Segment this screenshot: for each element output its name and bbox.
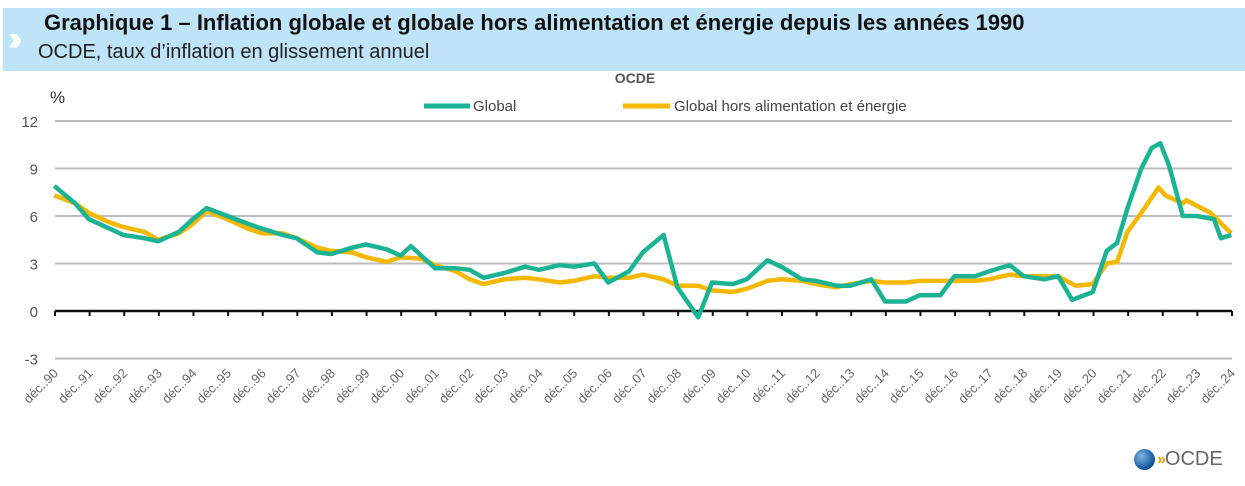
x-tick-label: déc..99 [332, 366, 373, 407]
x-tick-label: déc..18 [990, 366, 1031, 407]
x-tick-label: déc..03 [470, 366, 511, 407]
x-tick-label: déc..24 [1197, 366, 1238, 407]
x-tick-label: déc..16 [920, 366, 961, 407]
x-tick-label: déc..05 [540, 366, 581, 407]
header-banner [3, 8, 1245, 71]
x-tick-label: déc..98 [297, 366, 338, 407]
series-line-global [52, 140, 1232, 320]
x-tick-label: déc..02 [436, 366, 477, 407]
legend: Global Global hors alimentation et énerg… [424, 98, 907, 115]
logo-chevron-icon: » [1157, 450, 1166, 468]
x-tick-label: déc..15 [886, 366, 927, 407]
y-axis-unit: % [50, 88, 65, 107]
x-tick-label: déc..92 [90, 366, 131, 407]
x-tick-label: déc..90 [20, 366, 61, 407]
y-tick-label: 0 [30, 304, 38, 321]
x-tick-label: déc..21 [1093, 366, 1134, 407]
x-tick-label: déc..07 [609, 366, 650, 407]
x-tick-label: déc..93 [124, 366, 165, 407]
globe-icon [1134, 449, 1155, 470]
y-tick-label: 3 [30, 257, 38, 274]
x-tick-label: déc..01 [401, 366, 442, 407]
y-tick-label: -3 [25, 351, 38, 368]
x-tick-label: déc..10 [713, 366, 754, 407]
chart-title: OCDE [615, 70, 655, 86]
x-tick-label: déc..13 [817, 366, 858, 407]
x-tick-label: déc..09 [678, 366, 719, 407]
chart-main-title: Graphique 1 – Inflation globale et globa… [44, 10, 1025, 35]
chart-subtitle: OCDE, taux d’inflation en glissement ann… [38, 41, 430, 63]
legend-label-global: Global [473, 98, 516, 115]
x-tick-label: déc..14 [851, 366, 892, 407]
y-tick-label: 9 [30, 162, 38, 179]
x-tick-label: déc..20 [1059, 366, 1100, 407]
x-tick-label: déc..23 [1163, 366, 1204, 407]
x-tick-label: déc..04 [505, 366, 546, 407]
x-tick-label: déc..97 [263, 366, 304, 407]
x-tick-label: déc..96 [228, 366, 269, 407]
logo-text: OCDE [1164, 448, 1223, 470]
x-tick-label: déc..08 [643, 366, 684, 407]
x-tick-label: déc..95 [193, 366, 234, 407]
x-tick-label: déc..00 [367, 366, 408, 407]
x-tick-label: déc..91 [55, 366, 96, 407]
x-tick-label: déc..94 [159, 366, 200, 407]
x-tick-label: déc..11 [748, 366, 788, 406]
x-tick-label: déc..06 [574, 366, 615, 407]
x-tick-label: déc..17 [955, 366, 996, 407]
y-tick-label: 6 [30, 209, 38, 226]
x-tick-label: déc..22 [1128, 366, 1169, 407]
oecd-logo: » OCDE [1134, 448, 1223, 471]
series-line-core [53, 185, 1233, 295]
x-tick-label: déc..19 [1024, 366, 1065, 407]
x-tick-label: déc..12 [782, 366, 823, 407]
legend-label-core: Global hors alimentation et énergie [674, 98, 907, 115]
y-tick-label: 12 [21, 114, 38, 131]
